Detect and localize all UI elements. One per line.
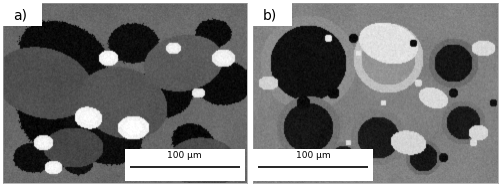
Text: 100 μm: 100 μm bbox=[168, 151, 202, 160]
Bar bbox=[253, 149, 373, 181]
Text: 100 μm: 100 μm bbox=[296, 151, 330, 160]
Bar bbox=[125, 149, 244, 181]
Bar bbox=[253, 3, 292, 26]
Text: b): b) bbox=[263, 8, 277, 22]
Bar bbox=[3, 3, 42, 26]
Text: a): a) bbox=[13, 8, 27, 22]
